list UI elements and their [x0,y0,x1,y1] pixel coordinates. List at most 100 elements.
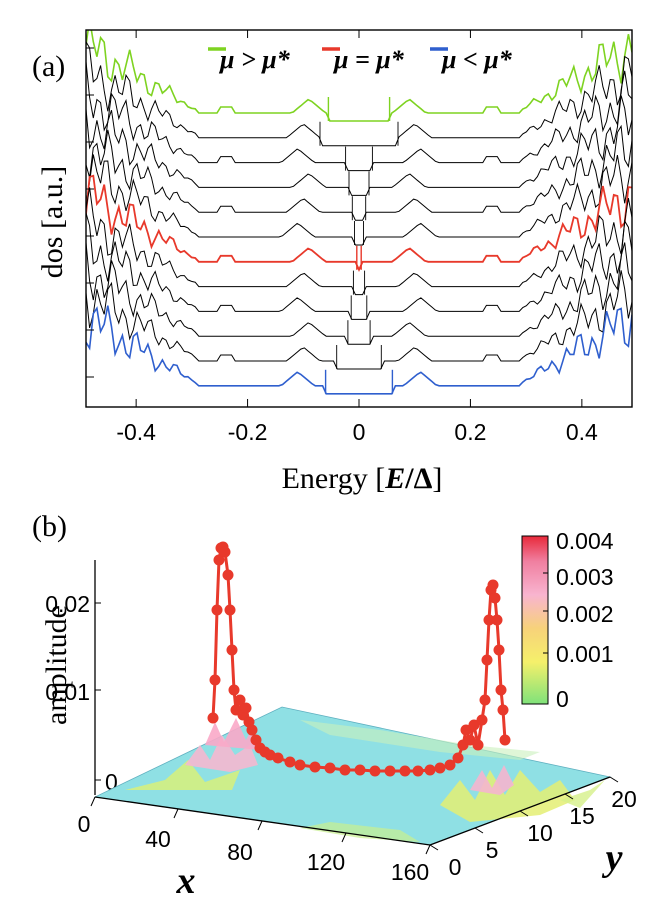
edge-profile-point-51 [497,704,509,716]
edge-profile-point-50 [495,684,507,696]
edge-profile-point-46 [487,579,499,591]
x-tick-label-40: 40 [145,826,171,852]
edge-profile-point-37 [460,724,472,736]
z-axis-ticks [95,602,101,781]
edge-profile-point-16 [246,724,258,736]
dos-curve-0 [86,30,632,122]
edge-profile-point-49 [493,644,505,656]
edge-profile-point-30 [399,765,411,777]
panel-a-ylabel: dos [a.u.] [36,166,69,278]
edge-profile-point-35 [452,752,464,764]
y-tick-10 [519,810,529,817]
edge-profile-point-2 [211,604,223,616]
y-tick-0 [429,844,439,851]
edge-profile-point-9 [226,644,238,656]
panel-b-label: (b) [32,510,67,543]
x-tick-label-4: 0.4 [566,419,598,445]
x-tick-label-1: -0.2 [228,419,268,445]
edge-profile-point-42 [479,694,491,706]
x-tick-160 [425,844,431,855]
x-tick-40 [173,808,179,819]
cb-label-0: 0 [556,686,569,712]
dos-curve-2 [86,61,632,172]
edge-profile-point-28 [369,765,381,777]
edge-profile-point-12 [234,694,246,706]
colorbar-ticks [522,535,548,654]
edge-profile-point-24 [309,761,321,773]
edge-profile-point-33 [434,762,446,774]
edge-profile-point-52 [499,734,511,746]
x-tick-label-0: 0 [78,811,91,837]
edge-profile-point-34 [444,759,456,771]
surface-bump-right-far [560,780,605,808]
cb-label-0002: 0.002 [556,601,614,627]
legend-label-2: μ < μ* [440,45,513,74]
panel-a-label: (a) [32,50,65,83]
colorbar [521,535,549,705]
dos-curve-10 [86,270,632,370]
surface-bump-left-yellow [125,760,240,790]
y-tick-label-10: 10 [527,820,553,846]
z-tick-label-001: 0.01 [45,679,90,705]
cb-label-0004: 0.004 [556,528,614,554]
edge-profile-point-39 [468,719,480,731]
x-tick-label-120: 120 [307,849,345,875]
dos-curve-5 [86,154,632,246]
x-axis-line [94,796,431,846]
edge-profile-point-32 [424,764,436,776]
edge-profile-point-29 [384,765,396,777]
edge-profile-point-25 [324,762,336,774]
surface-bump-right-yellow [440,770,575,822]
edge-profile-point-48 [491,614,503,626]
edge-profile-point-27 [354,764,366,776]
panel-a-y-ticks [86,47,94,378]
edge-profile-point-22 [284,756,296,768]
edge-profile-point-44 [483,614,495,626]
edge-profile-point-40 [472,739,484,751]
y-tick-5 [474,827,484,834]
panel-b-xlabel: x [176,860,196,902]
surface-bump-left-pink2 [205,718,260,750]
legend-label-0: μ > μ* [218,45,291,74]
edge-profile-point-41 [476,714,488,726]
edge-profile-point-47 [489,592,501,604]
dos-curve-6 [86,174,632,272]
dos-curve-4 [86,124,632,221]
y-tick-label-15: 15 [569,803,595,829]
x-tick-80 [257,820,263,831]
edge-profile-point-7 [222,569,234,581]
y-tick-label-5: 5 [486,837,499,863]
surface-bump-left-pink [185,735,258,772]
edge-profile-point-1 [209,674,221,686]
edge-profile-point-31 [412,765,424,777]
y-axis-ticks [429,776,619,851]
edge-profile-point-0 [207,712,219,724]
edge-profile-point-26 [339,764,351,776]
xlabel-var: E [384,462,405,495]
panel-a-frame [85,29,633,408]
ylabel-text: dos [a.u.] [36,166,69,278]
cb-label-0001: 0.001 [556,641,614,667]
x-tick-label-3: 0.2 [454,419,486,445]
surface-band-front [300,822,420,842]
legend: μ > μ* μ = μ* μ < μ* [208,45,513,74]
dos-curves [86,30,632,395]
surface-bump-right-pink [470,765,514,795]
edge-profile-point-6 [219,546,231,558]
cb-label-0003: 0.003 [556,564,614,590]
edge-profile-point-8 [224,604,236,616]
y-tick-label-0: 0 [449,854,462,880]
y-tick-15 [564,793,574,800]
y-tick-20 [609,776,619,783]
panel-b-ylabel: y [602,837,623,879]
z-tick-label-002: 0.02 [45,591,90,617]
dos-curve-11 [86,305,632,395]
x-tick-label-2: 0 [353,419,366,445]
edge-profile-point-10 [228,684,240,696]
panel-a-x-ticks: -0.4 -0.2 0 0.2 0.4 [116,30,598,445]
edge-profile [207,541,511,777]
xlabel-slash: / [404,462,414,495]
edge-profile-point-38 [464,734,476,746]
legend-label-1: μ = μ* [332,45,405,74]
